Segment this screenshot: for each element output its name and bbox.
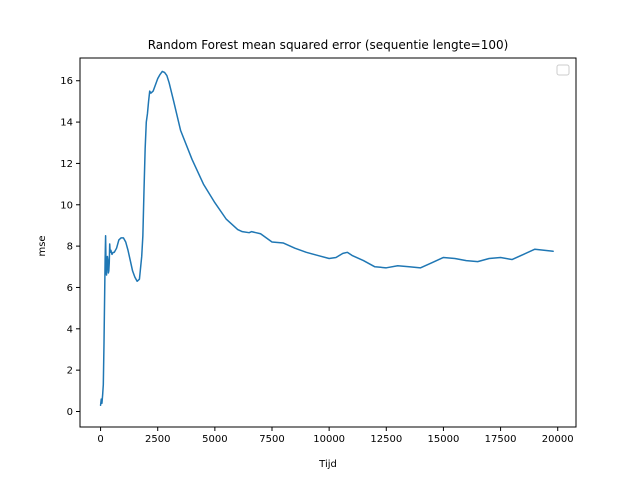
y-tick-label: 2 [67, 366, 73, 377]
axes-frame [79, 57, 577, 428]
y-axis-label: mse [37, 235, 48, 256]
x-axis-ticks: 0 2500 5000 7500 10000 12500 15000 17500 20000 [97, 427, 574, 445]
series-layer [99, 70, 554, 407]
x-tick-label: 15000 [428, 434, 460, 445]
axes-spines [79, 57, 577, 428]
y-tick-label: 10 [60, 200, 73, 211]
y-tick-label: 8 [67, 242, 73, 253]
legend-box [556, 64, 570, 76]
y-axis-ticks: 0 2 4 6 8 10 12 14 16 [60, 76, 80, 418]
y-tick-label: 0 [67, 407, 73, 418]
y-tick-label: 6 [67, 283, 73, 294]
x-tick-label: 5000 [202, 434, 227, 445]
x-tick-label: 2500 [145, 434, 170, 445]
x-tick-label: 7500 [259, 434, 284, 445]
chart-title: Random Forest mean squared error (sequen… [148, 38, 509, 52]
x-tick-label: 10000 [313, 434, 345, 445]
x-axis-label: Tijd [318, 459, 337, 470]
y-tick-label: 14 [60, 118, 73, 129]
x-tick-label: 0 [97, 434, 103, 445]
x-tick-label: 20000 [542, 434, 574, 445]
x-tick-label: 17500 [485, 434, 517, 445]
y-tick-label: 4 [67, 324, 73, 335]
x-tick-label: 12500 [370, 434, 402, 445]
series-line-0 [99, 70, 554, 407]
y-tick-label: 12 [60, 159, 73, 170]
y-tick-label: 16 [60, 76, 73, 87]
